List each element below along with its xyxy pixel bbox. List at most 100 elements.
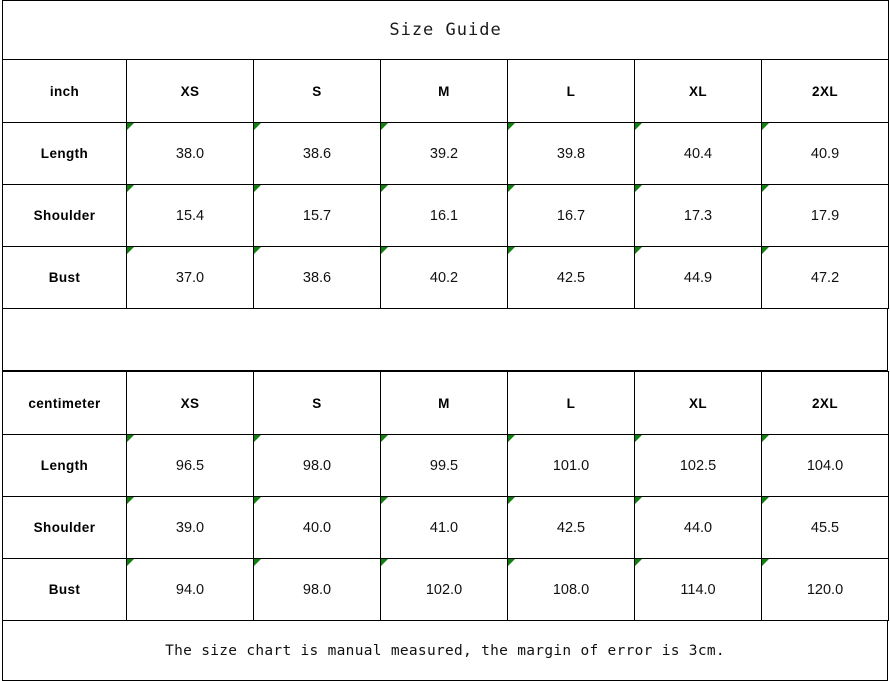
cell-value: 101.0 [552, 457, 590, 474]
cell-inch-bust-l: 42.5 [507, 246, 635, 309]
cell-inch-shoulder-m: 16.1 [380, 184, 508, 247]
cell-inch-shoulder-l: 16.7 [507, 184, 635, 247]
comment-marker-icon [635, 559, 642, 566]
cell-value: 96.5 [175, 457, 205, 474]
row-label-shoulder: Shoulder [2, 496, 127, 559]
comment-marker-icon [381, 123, 388, 130]
unit-header-inch: inch [2, 59, 127, 123]
cell-inch-bust-m: 40.2 [380, 246, 508, 309]
comment-marker-icon [508, 123, 515, 130]
cell-cm-length-xs: 96.5 [126, 434, 254, 497]
measurement-disclaimer: The size chart is manual measured, the m… [165, 642, 725, 659]
cell-inch-bust-xs: 37.0 [126, 246, 254, 309]
cell-value: 17.3 [683, 207, 713, 224]
comment-marker-icon [762, 435, 769, 442]
cell-value: 98.0 [302, 457, 332, 474]
cell-inch-shoulder-s: 15.7 [253, 184, 381, 247]
table-row: Length 38.0 38.6 39.2 39.8 40.4 40.9 [2, 122, 890, 185]
cell-value: 42.5 [556, 269, 586, 286]
column-header-m: M [380, 371, 508, 435]
cell-cm-shoulder-xs: 39.0 [126, 496, 254, 559]
cell-inch-bust-xl: 44.9 [634, 246, 762, 309]
cell-value: 94.0 [175, 581, 205, 598]
cell-cm-bust-m: 102.0 [380, 558, 508, 621]
cell-inch-length-l: 39.8 [507, 122, 635, 185]
cell-value: 16.1 [429, 207, 459, 224]
comment-marker-icon [254, 559, 261, 566]
comment-marker-icon [508, 559, 515, 566]
cell-value: 40.4 [683, 145, 713, 162]
comment-marker-icon [635, 435, 642, 442]
comment-marker-icon [381, 559, 388, 566]
cell-value: 108.0 [552, 581, 590, 598]
cell-value: 38.0 [175, 145, 205, 162]
comment-marker-icon [381, 185, 388, 192]
cell-cm-length-2xl: 104.0 [761, 434, 889, 497]
comment-marker-icon [127, 559, 134, 566]
cell-value: 40.2 [429, 269, 459, 286]
comment-marker-icon [635, 247, 642, 254]
column-header-m: M [380, 59, 508, 123]
cell-cm-length-s: 98.0 [253, 434, 381, 497]
comment-marker-icon [127, 185, 134, 192]
column-header-l: L [507, 59, 635, 123]
table-header-row-inch: inch XS S M L XL 2XL [2, 59, 890, 123]
cell-cm-shoulder-l: 42.5 [507, 496, 635, 559]
comment-marker-icon [635, 185, 642, 192]
row-label-bust: Bust [2, 246, 127, 309]
cell-cm-shoulder-xl: 44.0 [634, 496, 762, 559]
row-label-length: Length [2, 434, 127, 497]
comment-marker-icon [762, 185, 769, 192]
comment-marker-icon [762, 497, 769, 504]
size-table-centimeter: centimeter XS S M L XL 2XL Length 96.5 9… [2, 371, 889, 621]
comment-marker-icon [254, 497, 261, 504]
cell-value: 17.9 [810, 207, 840, 224]
comment-marker-icon [508, 247, 515, 254]
cell-value: 102.0 [425, 581, 463, 598]
table-row: Shoulder 39.0 40.0 41.0 42.5 44.0 45.5 [2, 496, 889, 559]
comment-marker-icon [762, 123, 769, 130]
cell-inch-shoulder-xl: 17.3 [634, 184, 762, 247]
column-header-2xl: 2XL [760, 59, 890, 123]
comment-marker-icon [127, 497, 134, 504]
column-header-xl: XL [634, 59, 762, 123]
cell-cm-length-xl: 102.5 [634, 434, 762, 497]
table-row: Bust 94.0 98.0 102.0 108.0 114.0 120.0 [2, 558, 889, 621]
cell-value: 39.0 [175, 519, 205, 536]
column-header-xs: XS [126, 59, 254, 123]
column-header-s: S [253, 59, 381, 123]
cell-value: 15.4 [175, 207, 205, 224]
cell-inch-length-m: 39.2 [380, 122, 508, 185]
page-title: Size Guide [1, 0, 890, 60]
comment-marker-icon [381, 435, 388, 442]
table-header-row-centimeter: centimeter XS S M L XL 2XL [2, 371, 889, 435]
comment-marker-icon [381, 247, 388, 254]
cell-cm-bust-xs: 94.0 [126, 558, 254, 621]
unit-header-centimeter: centimeter [2, 371, 127, 435]
comment-marker-icon [508, 497, 515, 504]
comment-marker-icon [254, 185, 261, 192]
cell-value: 47.2 [810, 269, 840, 286]
column-header-xs: XS [126, 371, 254, 435]
comment-marker-icon [127, 123, 134, 130]
comment-marker-icon [762, 247, 769, 254]
comment-marker-icon [635, 497, 642, 504]
cell-value: 45.5 [810, 519, 840, 536]
cell-value: 39.8 [556, 145, 586, 162]
cell-cm-length-l: 101.0 [507, 434, 635, 497]
cell-inch-length-xl: 40.4 [634, 122, 762, 185]
table-spacer [2, 309, 888, 371]
comment-marker-icon [127, 435, 134, 442]
cell-inch-shoulder-xs: 15.4 [126, 184, 254, 247]
size-table-inch: Size Guide inch XS S M L XL 2XL Length 3… [1, 0, 890, 309]
cell-value: 99.5 [429, 457, 459, 474]
cell-inch-length-2xl: 40.9 [760, 122, 890, 185]
row-label-shoulder: Shoulder [2, 184, 127, 247]
cell-inch-bust-s: 38.6 [253, 246, 381, 309]
comment-marker-icon [381, 497, 388, 504]
cell-value: 42.5 [556, 519, 586, 536]
cell-value: 102.5 [679, 457, 717, 474]
cell-cm-shoulder-s: 40.0 [253, 496, 381, 559]
cell-value: 44.9 [683, 269, 713, 286]
cell-value: 39.2 [429, 145, 459, 162]
